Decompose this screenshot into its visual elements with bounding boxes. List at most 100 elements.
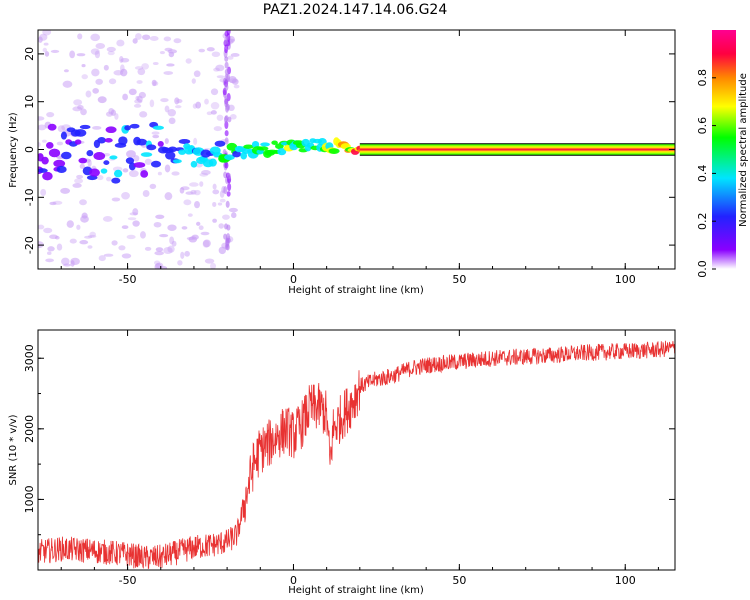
y-tick-label: 2000 bbox=[23, 415, 36, 443]
heatmap-speckle bbox=[38, 116, 45, 121]
heatmap-speckle bbox=[201, 170, 211, 176]
heatmap-speckle bbox=[181, 226, 188, 230]
heatmap-speckle bbox=[218, 246, 227, 255]
heatmap-speckle bbox=[69, 238, 77, 244]
heatmap-speckle bbox=[180, 251, 185, 259]
heatmap-speckle bbox=[228, 75, 237, 84]
heatmap-streak bbox=[224, 36, 229, 45]
heatmap-speckle bbox=[132, 208, 139, 216]
heatmap-speckle bbox=[92, 88, 99, 94]
heatmap-speckle bbox=[140, 231, 146, 239]
heatmap-blob bbox=[93, 152, 106, 160]
heatmap-speckle bbox=[179, 187, 185, 194]
heatmap-speckle bbox=[81, 74, 88, 80]
heatmap-speckle bbox=[154, 263, 162, 269]
heatmap-speckle bbox=[42, 139, 47, 143]
heatmap-speckle bbox=[229, 78, 238, 84]
y-tick-label: 1000 bbox=[23, 485, 36, 513]
heatmap-speckle bbox=[210, 101, 220, 110]
x-tick-label: 100 bbox=[615, 273, 636, 286]
colorbar: 0.0 0.2 0.4 0.6 0.8 Normalized spectral ampl… bbox=[696, 30, 749, 278]
heatmap-blob bbox=[260, 142, 270, 147]
heatmap-speckle bbox=[50, 49, 60, 53]
heatmap-speckle bbox=[47, 251, 52, 256]
heatmap-blob bbox=[140, 170, 149, 178]
snr-frame bbox=[37, 329, 676, 571]
heatmap-speckle bbox=[171, 171, 180, 176]
colorbar-tick-label: 0.8 bbox=[696, 69, 709, 87]
heatmap-blob bbox=[157, 140, 164, 147]
heatmap-streak bbox=[225, 200, 230, 208]
x-tick-label: 50 bbox=[452, 574, 466, 587]
heatmap-speckle bbox=[142, 34, 151, 41]
heatmap-speckle bbox=[149, 183, 157, 189]
heatmap-speckle bbox=[85, 90, 92, 98]
heatmap-blob bbox=[53, 159, 66, 168]
heatmap-speckle bbox=[133, 103, 142, 108]
heatmap-speckle bbox=[188, 182, 199, 187]
heatmap-speckle bbox=[193, 189, 201, 196]
spectrogram-y-axis-label: Frequency (Hz) bbox=[8, 112, 19, 188]
snr-ticks: -50 0 50 100 1000 2000 3000 bbox=[23, 330, 675, 587]
heatmap-speckle bbox=[153, 221, 162, 228]
heatmap-speckle bbox=[107, 51, 115, 56]
colorbar-tick-label: 0.0 bbox=[696, 260, 709, 278]
heatmap-speckle bbox=[155, 214, 165, 220]
heatmap-speckle bbox=[212, 183, 217, 190]
heatmap-speckle bbox=[87, 234, 97, 238]
heatmap-speckle bbox=[164, 192, 173, 201]
heatmap-speckle bbox=[118, 245, 126, 251]
heatmap-speckle bbox=[46, 112, 55, 118]
heatmap-speckle bbox=[134, 66, 144, 70]
heatmap-speckle bbox=[193, 137, 198, 146]
heatmap-speckle bbox=[194, 200, 200, 209]
heatmap-speckle bbox=[212, 189, 220, 195]
x-tick-label: 50 bbox=[452, 273, 466, 286]
heatmap-speckle bbox=[198, 48, 206, 53]
heatmap-speckle bbox=[167, 245, 175, 253]
heatmap-speckle bbox=[92, 125, 102, 130]
heatmap-speckle bbox=[171, 240, 177, 247]
heatmap-blob bbox=[56, 165, 67, 174]
heatmap-speckle bbox=[159, 50, 166, 55]
heatmap-speckle bbox=[217, 202, 223, 206]
heatmap-speckle bbox=[177, 260, 183, 266]
heatmap-speckle bbox=[163, 246, 173, 254]
heatmap-speckle bbox=[121, 253, 132, 259]
heatmap-streak bbox=[224, 68, 229, 75]
heatmap-speckle bbox=[49, 201, 57, 206]
heatmap-streak bbox=[224, 44, 229, 54]
figure-title: PAZ1.2024.147.14.06.G24 bbox=[263, 2, 448, 18]
heatmap-speckle bbox=[175, 105, 182, 109]
heatmap-blob bbox=[256, 149, 265, 155]
heatmap-speckle bbox=[77, 105, 84, 110]
spectrogram-x-axis-label: Height of straight line (km) bbox=[288, 285, 424, 296]
heatmap-blob bbox=[243, 144, 254, 149]
heatmap-blob bbox=[104, 138, 113, 143]
heatmap-speckle bbox=[163, 36, 172, 42]
y-tick-label: 10 bbox=[23, 95, 36, 109]
heatmap-speckle bbox=[164, 164, 171, 173]
x-tick-label: -50 bbox=[119, 273, 137, 286]
heatmap-blob bbox=[226, 142, 238, 151]
y-tick-label: 20 bbox=[23, 47, 36, 61]
heatmap-blob bbox=[97, 137, 107, 144]
heatmap-speckle bbox=[120, 57, 130, 63]
heatmap-speckle bbox=[185, 58, 192, 64]
heatmap-speckle bbox=[56, 243, 63, 251]
heatmap-speckle bbox=[96, 175, 104, 181]
heatmap-blob bbox=[103, 160, 110, 165]
heatmap-speckle bbox=[163, 71, 174, 76]
heatmap-speckle bbox=[192, 103, 198, 109]
heatmap-speckle bbox=[120, 64, 125, 73]
heatmap-speckle bbox=[128, 88, 137, 96]
x-tick-label: 0 bbox=[290, 574, 297, 587]
heatmap-blob bbox=[60, 151, 72, 160]
heatmap-blob bbox=[79, 124, 91, 130]
heatmap-speckle bbox=[183, 199, 192, 206]
heatmap-speckle bbox=[210, 110, 217, 115]
heatmap-speckle bbox=[155, 247, 164, 252]
heatmap-speckle bbox=[151, 79, 157, 87]
heatmap-speckle bbox=[135, 33, 142, 40]
heatmap-speckle bbox=[127, 217, 137, 221]
